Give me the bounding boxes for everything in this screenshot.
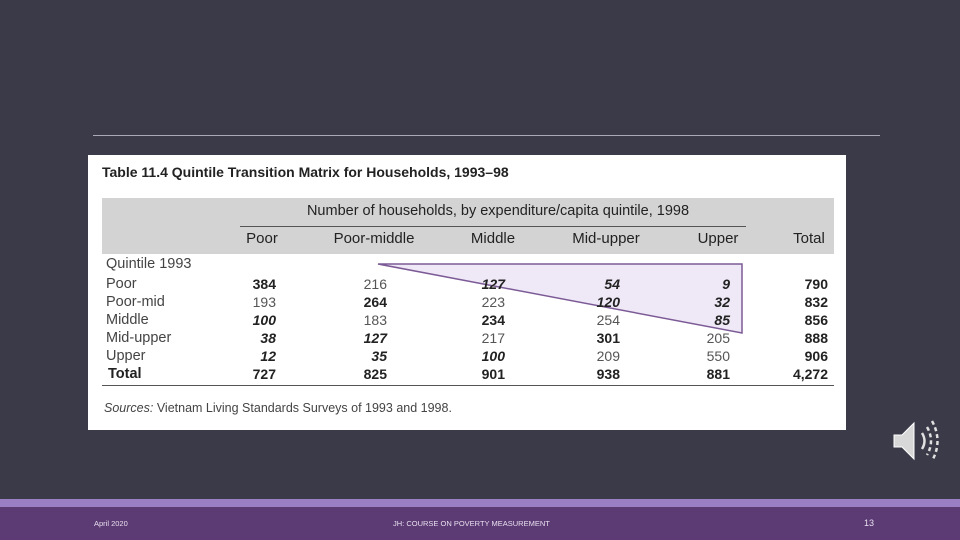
table-cell: 234 (481, 312, 505, 328)
table-cell: 254 (596, 312, 620, 328)
table-cell: 901 (481, 366, 505, 382)
table-cell: 127 (363, 330, 387, 346)
footer-accent-strip (0, 499, 960, 507)
table-cell: 4,272 (792, 366, 828, 382)
table-cell: 384 (252, 276, 276, 292)
table-cell: 790 (804, 276, 828, 292)
row-label: Middle (106, 312, 149, 328)
column-header: Middle (470, 230, 516, 247)
table-cell: 100 (481, 348, 505, 364)
table-cell: 727 (252, 366, 276, 382)
column-header: Mid-upper (572, 230, 640, 247)
footer-date: April 2020 (94, 519, 128, 528)
row-label: Upper (106, 348, 146, 364)
table-cell: 54 (604, 276, 620, 292)
row-label: Mid-upper (106, 330, 172, 346)
table-cell: 216 (363, 276, 387, 292)
table-cell: 881 (706, 366, 730, 382)
table-cell: 301 (596, 330, 620, 346)
table-cell: 100 (252, 312, 276, 328)
table-cell: 856 (804, 312, 828, 328)
group-header: Number of households, by expenditure/cap… (306, 203, 690, 219)
title-divider (93, 135, 880, 136)
table-cell: 906 (804, 348, 828, 364)
footer-course: JH: COURSE ON POVERTY MEASUREMENT (393, 519, 550, 528)
table-cell: 183 (363, 312, 387, 328)
footer-bar (0, 507, 960, 540)
table-cell: 550 (706, 348, 730, 364)
column-header: Poor-middle (333, 230, 415, 247)
speaker-icon[interactable] (890, 415, 942, 467)
table-cell: 35 (371, 348, 387, 364)
table-cell: 32 (714, 294, 730, 310)
table-cell: 217 (481, 330, 505, 346)
table-cell: 12 (260, 348, 276, 364)
table-cell: 223 (481, 294, 505, 310)
table-title: Table 11.4 Quintile Transition Matrix fo… (102, 164, 509, 180)
table-cell: 193 (252, 294, 276, 310)
group-header-rule (240, 226, 746, 227)
table-cell: 205 (706, 330, 730, 346)
table-cell: 938 (596, 366, 620, 382)
table-cell: 127 (481, 276, 505, 292)
table-cell: 85 (714, 312, 730, 328)
table-cell: 120 (596, 294, 620, 310)
table-figure: Table 11.4 Quintile Transition Matrix fo… (88, 155, 846, 430)
row-label: Poor (106, 276, 137, 292)
column-header: Poor (246, 230, 278, 247)
column-header: Upper (697, 230, 739, 247)
highlight-triangle (377, 263, 743, 334)
page-number: 13 (864, 518, 875, 528)
table-cell: 264 (363, 294, 387, 310)
table-cell: 832 (804, 294, 828, 310)
row-label: Poor-mid (106, 294, 165, 310)
row-label: Total (108, 366, 142, 382)
source-label: Sources: (104, 401, 154, 415)
source-text: Vietnam Living Standards Surveys of 1993… (153, 401, 452, 415)
table-cell: 825 (363, 366, 387, 382)
table-bottom-rule (102, 385, 834, 386)
table-cell: 9 (722, 276, 730, 292)
column-header: Total (793, 230, 825, 247)
row-group-label: Quintile 1993 (106, 256, 192, 272)
table-cell: 209 (596, 348, 620, 364)
table-source: Sources: Vietnam Living Standards Survey… (104, 401, 452, 415)
table-cell: 38 (260, 330, 276, 346)
table-cell: 888 (804, 330, 828, 346)
